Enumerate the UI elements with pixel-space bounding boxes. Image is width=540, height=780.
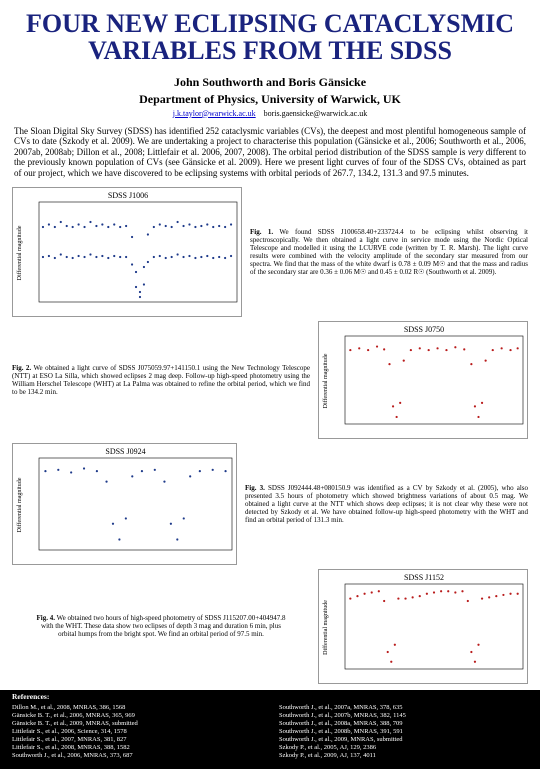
figure-1-chart: SDSS J1006 Differential magnitude (12, 187, 242, 317)
figure-4-caption: Fig. 4. We obtained two hours of high-sp… (12, 614, 310, 638)
email-link-1[interactable]: j.k.taylor@warwick.ac.uk (173, 109, 256, 118)
authors-line: John Southworth and Boris Gänsicke (0, 75, 540, 90)
svg-text:SDSS J1006: SDSS J1006 (108, 191, 148, 200)
reference-item: Dillon M., et al., 2008, MNRAS, 386, 156… (12, 704, 261, 712)
figure-2-row: Fig. 2. We obtained a light curve of SDS… (0, 319, 540, 441)
emails-line: j.k.taylor@warwick.ac.uk boris.gaensicke… (0, 109, 540, 118)
svg-text:Differential magnitude: Differential magnitude (16, 225, 23, 280)
reference-item: Szkody P., et al., 2009, AJ, 137, 4011 (279, 752, 528, 760)
email-2: boris.gaensicke@warwick.ac.uk (264, 109, 368, 118)
references-col-1: Dillon M., et al., 2008, MNRAS, 386, 156… (12, 704, 261, 761)
figure-3-caption: Fig. 3. SDSS J092444.48+080150.9 was ide… (245, 484, 528, 524)
reference-item: Littlefair S., et al., 2006, Science, 31… (12, 728, 261, 736)
abstract-text: The Sloan Digital Sky Survey (SDSS) has … (0, 118, 540, 185)
figure-4-chart: SDSS J1152 Differential magnitude (318, 569, 528, 684)
figure-1-caption: Fig. 1. We found SDSS J100658.40+233724.… (250, 228, 528, 276)
reference-item: Southworth J., et al., 2006, MNRAS, 373,… (12, 752, 261, 760)
reference-item: Szkody P., et al., 2005, AJ, 129, 2386 (279, 744, 528, 752)
reference-item: Gänsicke B. T., et al., 2006, MNRAS, 365… (12, 712, 261, 720)
figure-2-chart: SDSS J0750 Differential magnitude (318, 321, 528, 439)
reference-item: Littlefair S., et al., 2008, MNRAS, 388,… (12, 744, 261, 752)
references-body: Dillon M., et al., 2008, MNRAS, 386, 156… (0, 702, 540, 769)
reference-item: Gänsicke B. T., et al., 2009, MNRAS, sub… (12, 720, 261, 728)
svg-text:Differential magnitude: Differential magnitude (322, 353, 329, 408)
figure-1-row: SDSS J1006 Differential magnitude Fig. 1.… (0, 185, 540, 319)
figure-3-row: SDSS J0924 Differential magnitude Fig. 3.… (0, 441, 540, 567)
references-col-2: Southworth J., et al., 2007a, MNRAS, 378… (279, 704, 528, 761)
reference-item: Southworth J., et al., 2009, MNRAS, subm… (279, 736, 528, 744)
reference-item: Southworth J., et al., 2007a, MNRAS, 378… (279, 704, 528, 712)
svg-text:SDSS J1152: SDSS J1152 (404, 573, 444, 582)
reference-item: Littlefair S., et al., 2007, MNRAS, 381,… (12, 736, 261, 744)
poster-title: FOUR NEW ECLIPSING CATACLYSMIC VARIABLES… (0, 0, 540, 69)
figure-3-chart: SDSS J0924 Differential magnitude (12, 443, 237, 565)
svg-text:SDSS J0924: SDSS J0924 (105, 447, 145, 456)
reference-item: Southworth J., et al., 2008a, MNRAS, 388… (279, 720, 528, 728)
figure-2-caption: Fig. 2. We obtained a light curve of SDS… (12, 364, 310, 396)
figure-4-row: Fig. 4. We obtained two hours of high-sp… (0, 567, 540, 686)
svg-text:Differential magnitude: Differential magnitude (16, 477, 23, 532)
reference-item: Southworth J., et al., 2008b, MNRAS, 391… (279, 728, 528, 736)
department-line: Department of Physics, University of War… (0, 92, 540, 107)
references-heading: References: (0, 690, 540, 702)
reference-item: Southworth J., et al., 2007b, MNRAS, 382… (279, 712, 528, 720)
svg-text:Differential magnitude: Differential magnitude (322, 599, 329, 654)
svg-text:SDSS J0750: SDSS J0750 (404, 325, 444, 334)
